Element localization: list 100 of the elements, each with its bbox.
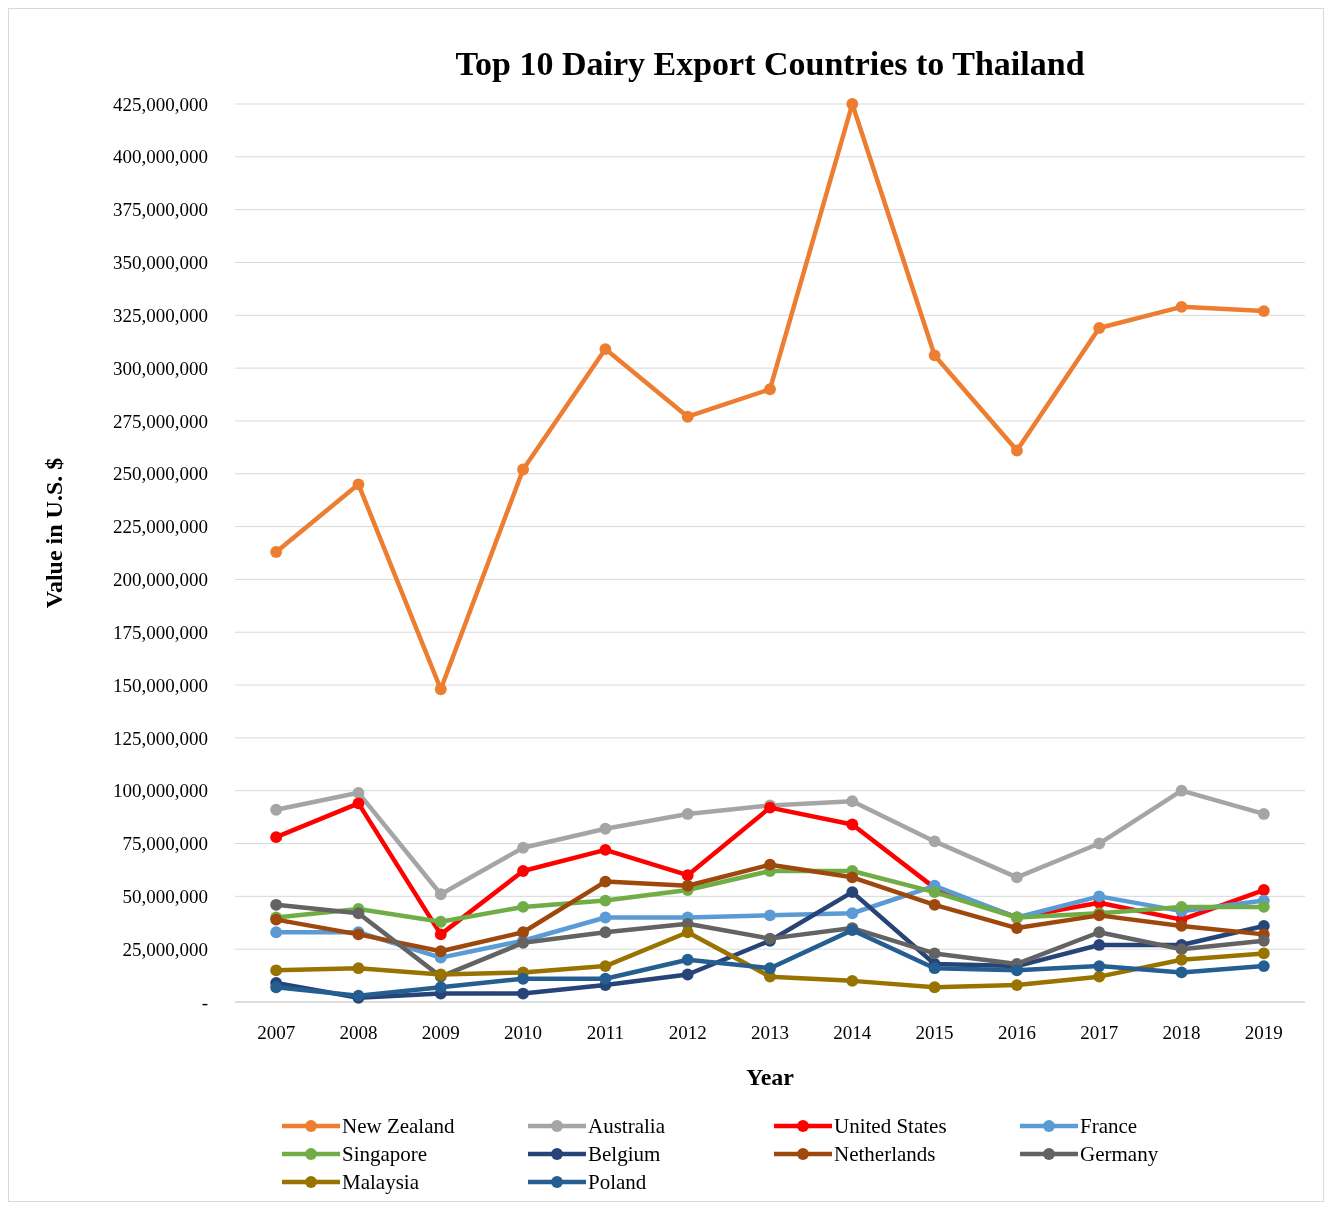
- point: [846, 907, 859, 920]
- point: [517, 901, 529, 913]
- y-tick-label: 50,000,000: [122, 886, 208, 907]
- point: [681, 808, 694, 820]
- legend-label: Netherlands: [834, 1142, 936, 1167]
- point: [599, 972, 612, 985]
- y-tick-label: 125,000,000: [113, 727, 208, 749]
- point: [928, 886, 941, 899]
- point: [928, 962, 941, 975]
- point: [352, 786, 365, 799]
- point: [517, 463, 529, 476]
- legend-label: United States: [834, 1114, 947, 1139]
- point: [846, 871, 859, 884]
- point: [1093, 926, 1106, 939]
- point: [764, 909, 776, 922]
- point: [928, 947, 941, 960]
- point: [517, 972, 529, 985]
- point: [1093, 837, 1106, 850]
- point: [599, 343, 612, 356]
- legend-label: Poland: [588, 1170, 647, 1195]
- y-tick-label: 400,000,000: [113, 146, 208, 168]
- y-tick-label: 175,000,000: [113, 621, 208, 643]
- x-tick-label: 2015: [915, 1022, 954, 1043]
- point: [681, 869, 694, 882]
- point: [764, 383, 776, 396]
- y-tick-label: 375,000,000: [113, 199, 208, 221]
- chart-title: Top 10 Dairy Export Countries to Thailand: [455, 45, 1085, 82]
- point: [599, 875, 612, 888]
- point: [1175, 943, 1188, 956]
- point: [270, 898, 283, 911]
- point: [1175, 901, 1188, 913]
- point: [434, 981, 447, 994]
- point: [599, 911, 612, 924]
- x-tick-label: 2018: [1162, 1022, 1201, 1043]
- x-tick-label: 2011: [586, 1022, 625, 1043]
- legend-label: Australia: [588, 1114, 666, 1139]
- legend-label: Germany: [1080, 1142, 1159, 1167]
- point: [270, 981, 283, 994]
- point: [434, 915, 447, 928]
- point: [846, 886, 859, 899]
- x-tick-label: 2010: [504, 1022, 543, 1043]
- point: [846, 795, 859, 808]
- point: [1093, 939, 1106, 951]
- y-axis-title: Value in U.S. $: [41, 457, 67, 609]
- y-tick-label: 425,000,000: [113, 93, 208, 115]
- x-tick-label: 2009: [421, 1022, 460, 1043]
- x-tick-label: 2014: [833, 1022, 872, 1043]
- y-tick-label: 150,000,000: [113, 674, 208, 696]
- point: [846, 974, 859, 987]
- point: [1257, 305, 1270, 317]
- point: [928, 349, 941, 362]
- point: [1175, 920, 1188, 932]
- point: [270, 926, 283, 939]
- point: [1093, 970, 1106, 983]
- point: [517, 865, 529, 877]
- legend-label: Belgium: [588, 1142, 661, 1167]
- point: [434, 945, 447, 958]
- x-tick-label: 2007: [257, 1022, 296, 1043]
- y-tick-label: -: [201, 991, 208, 1013]
- point: [270, 803, 283, 816]
- y-tick-label: 100,000,000: [113, 780, 208, 802]
- point: [928, 835, 941, 848]
- point: [846, 818, 859, 831]
- point: [517, 987, 529, 1000]
- y-tick-label: 325,000,000: [113, 304, 208, 326]
- point: [764, 858, 776, 871]
- x-tick-label: 2013: [751, 1022, 789, 1043]
- y-tick-label: 25,000,000: [122, 938, 208, 960]
- legend-label: Singapore: [342, 1142, 428, 1167]
- legend-label: New Zealand: [342, 1114, 456, 1139]
- point: [434, 928, 447, 941]
- point: [599, 960, 612, 972]
- x-tick-label: 2016: [997, 1022, 1036, 1043]
- point: [1257, 934, 1270, 947]
- point: [352, 797, 365, 810]
- point: [270, 831, 283, 844]
- point: [599, 843, 612, 856]
- point: [1093, 890, 1106, 903]
- point: [928, 981, 941, 994]
- point: [517, 926, 529, 939]
- y-tick-label: 200,000,000: [113, 569, 208, 591]
- y-tick-label: 275,000,000: [113, 410, 208, 432]
- y-tick-label: 350,000,000: [113, 252, 208, 274]
- point: [1011, 444, 1023, 457]
- point: [681, 953, 694, 966]
- point: [1257, 947, 1270, 960]
- legend-label: France: [1080, 1114, 1138, 1139]
- x-tick-label: 2017: [1080, 1022, 1119, 1043]
- y-tick-label: 250,000,000: [113, 463, 208, 485]
- point: [846, 98, 859, 110]
- point: [681, 926, 694, 939]
- point: [352, 962, 365, 975]
- y-tick-label: 300,000,000: [113, 357, 208, 379]
- point: [1093, 322, 1106, 334]
- point: [1257, 960, 1270, 972]
- point: [1257, 884, 1270, 896]
- y-tick-label: 75,000,000: [122, 833, 208, 855]
- legend-label: Malaysia: [342, 1170, 420, 1195]
- point: [928, 898, 941, 911]
- point: [1175, 300, 1188, 313]
